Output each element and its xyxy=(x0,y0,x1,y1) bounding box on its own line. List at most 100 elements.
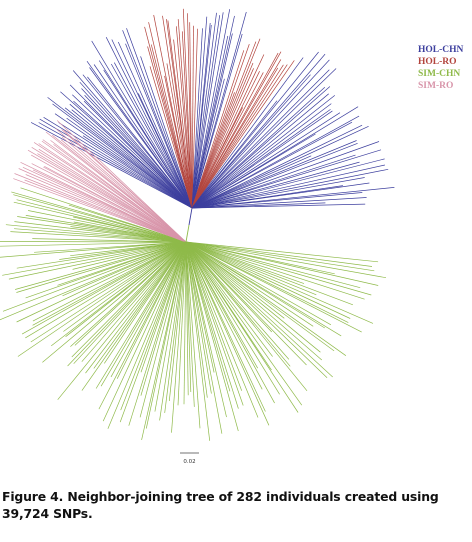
tree-branch xyxy=(159,241,187,421)
tree-branch xyxy=(191,60,295,209)
tree-branch xyxy=(85,241,187,374)
tree-branch xyxy=(125,43,193,209)
tree-branch xyxy=(185,241,308,392)
tree-branch xyxy=(15,241,187,290)
legend-item-sim-ro: SIM-RO xyxy=(418,81,454,91)
tree-branch xyxy=(191,38,261,209)
tree-branch xyxy=(189,22,193,209)
tree-branch xyxy=(17,216,187,243)
tree-branch xyxy=(191,187,395,209)
tree-branch xyxy=(185,241,347,356)
tree-branches xyxy=(0,8,395,441)
tree-branch xyxy=(128,241,187,426)
tree-branch xyxy=(95,241,187,389)
tree-branch xyxy=(71,109,193,209)
tree-branch xyxy=(185,241,275,404)
tree-branch xyxy=(126,28,193,209)
tree-branch xyxy=(191,87,326,209)
tree-branch xyxy=(185,241,361,289)
tree-branch xyxy=(140,241,187,373)
tree-branch xyxy=(139,241,187,418)
tree-branch xyxy=(47,97,193,209)
tree-branch xyxy=(191,112,341,209)
tree-branch xyxy=(55,128,187,243)
tree-branch xyxy=(185,241,373,267)
tree-branch xyxy=(100,241,187,387)
tree-branch xyxy=(98,60,193,209)
tree-branch xyxy=(185,241,323,361)
tree-branch xyxy=(25,241,187,339)
tree-branch xyxy=(16,241,187,293)
tree-branch xyxy=(191,125,369,209)
tree-branch xyxy=(191,24,212,209)
tree-branch xyxy=(177,241,187,406)
scale-bar-label: 0.02 xyxy=(183,459,195,465)
tree-branch xyxy=(185,241,270,426)
tree-branch xyxy=(20,161,187,243)
tree-branch xyxy=(119,241,187,423)
tree-branch xyxy=(191,35,229,209)
scale-bar: 0.02 xyxy=(180,452,199,465)
tree-branch xyxy=(185,241,201,429)
tree-branch xyxy=(16,241,187,323)
tree-branch xyxy=(74,241,187,346)
tree-branch xyxy=(191,149,382,209)
tree-branch xyxy=(191,103,332,209)
tree-branch xyxy=(191,69,330,209)
tree-branch xyxy=(191,43,250,209)
tree-branch xyxy=(37,153,187,243)
tree-branch xyxy=(73,100,193,209)
tree-branch xyxy=(191,11,247,209)
tree-branch xyxy=(185,241,354,306)
tree-branch xyxy=(191,72,264,209)
tree-branch xyxy=(105,37,193,209)
tree-branch xyxy=(25,174,187,243)
neighbor-joining-tree: 0.02 xyxy=(0,8,395,465)
tree-branch xyxy=(185,241,299,413)
tree-branch xyxy=(31,154,187,243)
tree-branch xyxy=(149,66,193,209)
tree-branch xyxy=(93,241,187,369)
tree-branch xyxy=(175,26,193,209)
tree-branch xyxy=(17,241,187,357)
tree-branch xyxy=(120,241,187,411)
tree-branch xyxy=(31,163,187,243)
tree-branch xyxy=(0,241,187,243)
tree-branch xyxy=(69,103,193,209)
tree-branch xyxy=(191,192,363,209)
tree-branch xyxy=(93,64,193,209)
tree-stem xyxy=(188,207,193,226)
tree-branch xyxy=(191,15,221,209)
tree-branch xyxy=(185,241,307,366)
tree-branch xyxy=(185,241,303,406)
tree-branch xyxy=(11,191,187,243)
tree-branch xyxy=(185,241,195,407)
tree-branch xyxy=(166,63,193,209)
tree-branch xyxy=(191,59,330,209)
tree-branch xyxy=(42,139,187,243)
tree-branch xyxy=(117,41,193,209)
figure: 0.02 HOL-CHN HOL-RO SIM-CHN SIM-RO xyxy=(0,8,463,465)
tree-branch xyxy=(69,84,193,209)
tree-branch xyxy=(13,201,187,243)
tree-branch xyxy=(79,81,193,209)
tree-branch xyxy=(191,164,385,209)
tree-branch xyxy=(52,103,193,209)
tree-branch xyxy=(0,241,187,247)
tree-branch xyxy=(185,241,379,286)
tree-branch xyxy=(185,241,273,357)
tree-branch xyxy=(87,76,193,209)
legend: HOL-CHN HOL-RO SIM-CHN SIM-RO xyxy=(418,44,463,92)
tree-branch xyxy=(191,41,257,209)
tree-branch xyxy=(164,241,187,413)
tree-branch xyxy=(58,122,193,209)
tree-branch xyxy=(72,241,187,270)
tree-branch xyxy=(122,30,193,209)
tree-branch xyxy=(66,117,193,209)
legend-item-sim-chn: SIM-CHN xyxy=(418,69,461,79)
tree-branch xyxy=(10,231,187,243)
tree-branch xyxy=(102,241,187,422)
tree-branch xyxy=(43,117,193,209)
tree-branch xyxy=(21,241,187,335)
tree-branch xyxy=(185,241,285,319)
